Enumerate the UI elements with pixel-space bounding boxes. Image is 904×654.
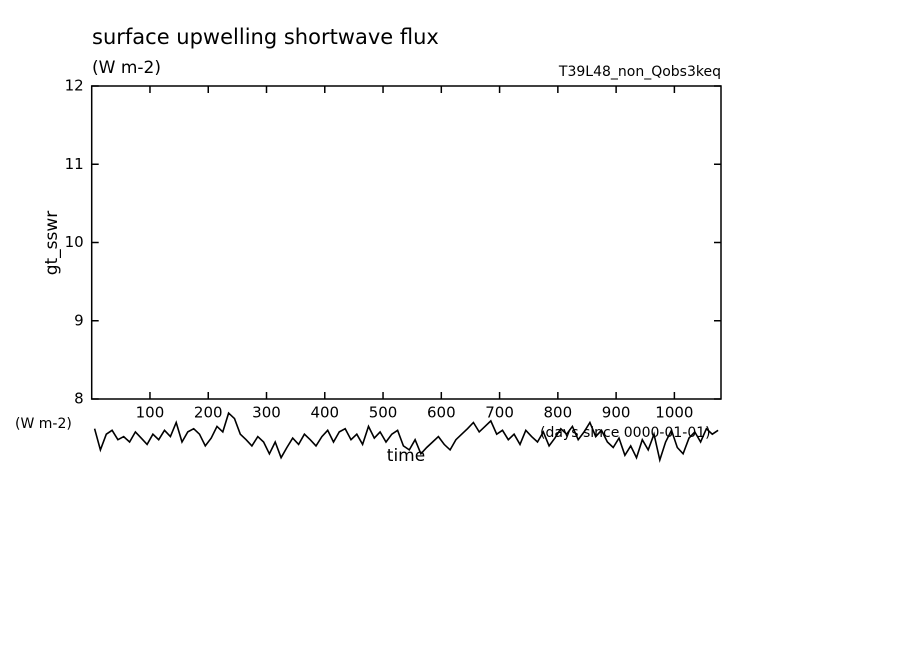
x-tick-label: 1000 — [655, 404, 693, 422]
y-tick-label: 9 — [74, 311, 84, 329]
y-tick-label: 8 — [74, 390, 84, 408]
y-tick-label: 10 — [65, 233, 84, 251]
x-tick-label: 400 — [310, 404, 339, 422]
data-line — [93, 411, 719, 464]
y-axis-label: gt_sswr — [42, 211, 62, 276]
y-unit: (W m-2) — [15, 416, 72, 432]
plot-frame — [90, 85, 722, 400]
x-axis-label: time — [387, 446, 425, 466]
x-tick-label: 300 — [252, 404, 281, 422]
x-tick-label: 600 — [427, 404, 456, 422]
x-tick-label: 100 — [136, 404, 165, 422]
y-tick-label: 11 — [65, 155, 84, 173]
chart-title: surface upwelling shortwave flux — [92, 25, 439, 49]
annotation: T39L48_non_Qobs3keq — [558, 64, 721, 80]
y-tick-label: 12 — [65, 77, 84, 95]
x-tick-label: 800 — [544, 404, 573, 422]
x-tick-label: 900 — [602, 404, 631, 422]
chart-subtitle: (W m-2) — [92, 58, 161, 78]
x-tick-label: 700 — [485, 404, 514, 422]
x-tick-label: 200 — [194, 404, 223, 422]
x-tick-label: 500 — [369, 404, 398, 422]
